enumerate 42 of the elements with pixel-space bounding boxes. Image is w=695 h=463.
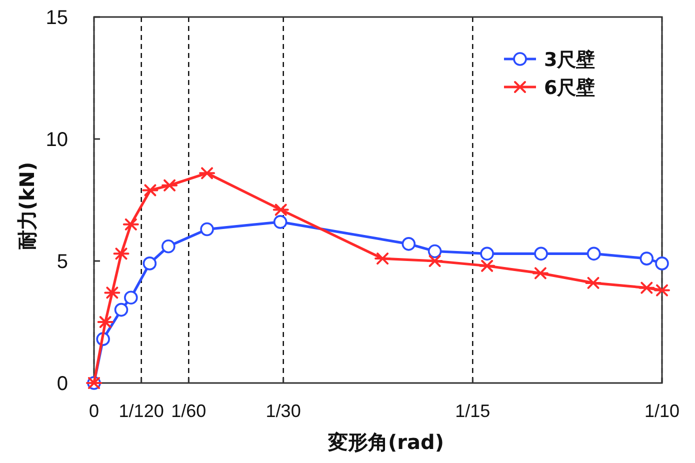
point <box>114 302 128 317</box>
x-tick-label: 1/15 <box>455 401 490 421</box>
point <box>104 286 120 299</box>
point <box>272 204 289 216</box>
point <box>122 218 139 230</box>
y-tick-label: 15 <box>46 7 68 29</box>
point <box>374 252 391 265</box>
point <box>273 215 288 229</box>
point <box>113 248 130 260</box>
x-tick-label: 0 <box>88 401 100 421</box>
point <box>428 244 442 258</box>
point <box>532 267 548 280</box>
point <box>480 246 494 261</box>
point <box>654 284 670 296</box>
point <box>479 260 496 272</box>
x-tick-label: 1/30 <box>266 401 301 421</box>
y-tick-label: 10 <box>46 129 68 151</box>
point <box>162 179 178 192</box>
point <box>124 290 138 304</box>
legend-label: 6尺壁 <box>544 77 596 99</box>
x-tick-label: 1/60 <box>171 401 206 421</box>
point <box>402 237 416 251</box>
point <box>655 256 669 270</box>
point <box>162 239 176 254</box>
point <box>534 246 548 261</box>
point <box>97 316 114 328</box>
point <box>142 184 158 196</box>
y-tick-label: 0 <box>56 373 68 395</box>
legend-label: 3尺壁 <box>544 49 596 71</box>
point <box>142 256 157 270</box>
x-tick-label: 1/10 <box>644 401 680 421</box>
x-axis-title: 変形角(rad) <box>327 430 444 454</box>
point <box>199 167 216 180</box>
point <box>640 252 654 266</box>
point <box>426 255 443 267</box>
x-tick-label: 1/120 <box>118 401 164 421</box>
y-axis-title: 耐力(kN) <box>15 162 39 250</box>
point <box>585 276 602 289</box>
point <box>586 246 601 261</box>
y-tick-label: 5 <box>56 251 68 273</box>
point <box>638 282 655 294</box>
point <box>200 222 214 236</box>
